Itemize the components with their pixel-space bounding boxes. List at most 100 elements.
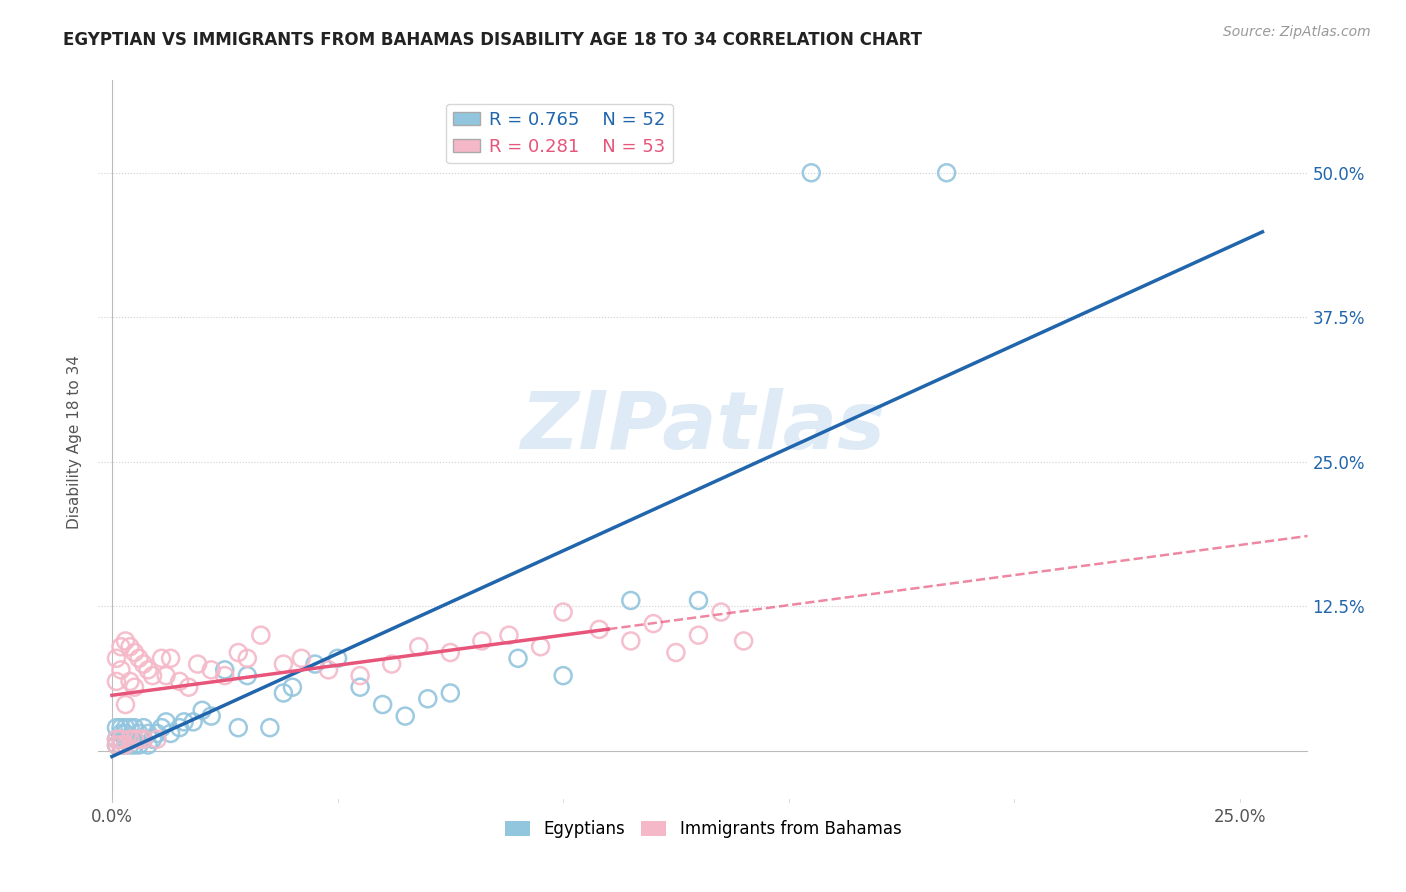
Point [132,721,155,735]
Point [105,732,128,747]
Point [173,714,195,729]
Point [110,738,132,752]
Point [236,651,259,665]
Point [132,732,155,747]
Point [114,721,136,735]
Point [110,732,132,747]
Point [620,634,643,648]
Point [128,651,150,665]
Point [105,651,128,665]
Point [381,657,404,671]
Point [105,732,128,747]
Point [150,651,173,665]
Point [553,605,575,619]
Point [114,738,136,752]
Point [110,721,132,735]
Point [191,703,214,717]
Text: Source: ZipAtlas.com: Source: ZipAtlas.com [1223,25,1371,39]
Point [132,732,155,747]
Point [146,732,169,747]
Point [688,628,710,642]
Point [169,721,191,735]
Point [416,691,439,706]
Point [150,721,173,735]
Point [214,668,236,682]
Point [506,651,529,665]
Point [142,668,165,682]
Point [259,721,281,735]
Point [439,646,461,660]
Point [114,726,136,740]
Point [200,709,222,723]
Point [124,738,146,752]
Point [200,663,222,677]
Point [290,651,312,665]
Y-axis label: Disability Age 18 to 34: Disability Age 18 to 34 [67,354,83,529]
Point [159,651,181,665]
Point [110,640,132,654]
Point [105,738,128,752]
Point [281,680,304,694]
Point [226,721,249,735]
Legend: Egyptians, Immigrants from Bahamas: Egyptians, Immigrants from Bahamas [498,814,908,845]
Point [665,646,688,660]
Point [187,657,209,671]
Point [620,593,643,607]
Point [159,726,181,740]
Point [273,657,295,671]
Point [105,674,128,689]
Point [132,657,155,671]
Point [236,668,259,682]
Point [118,732,141,747]
Point [105,738,128,752]
Point [128,732,150,747]
Point [643,616,665,631]
Point [688,593,710,607]
Point [110,732,132,747]
Point [128,738,150,752]
Point [124,732,146,747]
Text: ZIPatlas: ZIPatlas [520,388,886,467]
Point [118,640,141,654]
Point [146,726,169,740]
Point [349,680,371,694]
Point [124,732,146,747]
Point [118,674,141,689]
Point [394,709,416,723]
Point [250,628,273,642]
Point [318,663,340,677]
Point [155,714,177,729]
Point [124,721,146,735]
Point [142,732,165,747]
Point [136,663,159,677]
Point [110,663,132,677]
Point [214,663,236,677]
Point [471,634,494,648]
Point [553,668,575,682]
Point [588,623,610,637]
Point [935,166,957,180]
Point [110,726,132,740]
Point [118,738,141,752]
Point [177,680,200,694]
Point [349,668,371,682]
Point [114,698,136,712]
Point [498,628,520,642]
Point [304,657,326,671]
Point [118,721,141,735]
Point [181,714,204,729]
Point [118,732,141,747]
Point [155,668,177,682]
Point [273,686,295,700]
Point [105,721,128,735]
Point [371,698,394,712]
Point [710,605,733,619]
Point [114,738,136,752]
Point [226,646,249,660]
Point [114,732,136,747]
Point [733,634,755,648]
Point [529,640,551,654]
Point [114,634,136,648]
Point [124,646,146,660]
Point [124,680,146,694]
